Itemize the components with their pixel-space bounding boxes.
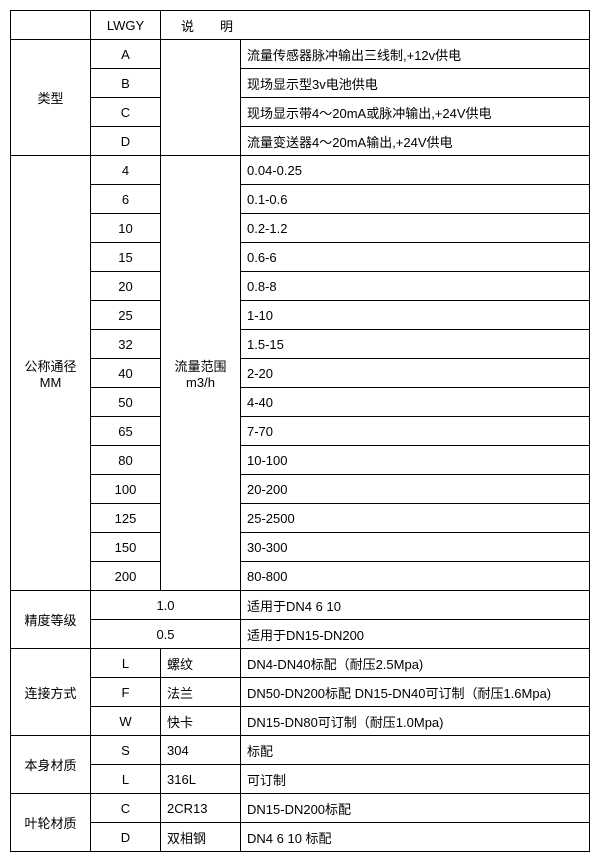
- accuracy-value: 0.5: [91, 620, 241, 649]
- connect-desc: DN15-DN80可订制（耐压1.0Mpa): [241, 707, 590, 736]
- type-code: B: [91, 69, 161, 98]
- impeller-mat-name: 2CR13: [161, 794, 241, 823]
- body-mat-label: 本身材质: [11, 736, 91, 794]
- type-label: 类型: [11, 40, 91, 156]
- connect-code: F: [91, 678, 161, 707]
- impeller-mat-label: 叶轮材质: [11, 794, 91, 852]
- diameter-code: 200: [91, 562, 161, 591]
- diameter-code: 15: [91, 243, 161, 272]
- impeller-mat-desc: DN15-DN200标配: [241, 794, 590, 823]
- body-mat-name: 316L: [161, 765, 241, 794]
- diameter-label: 公称通径 MM: [11, 156, 91, 591]
- diameter-range: 1.5-15: [241, 330, 590, 359]
- impeller-mat-desc: DN4 6 10 标配: [241, 823, 590, 852]
- diameter-code: 25: [91, 301, 161, 330]
- type-desc: 流量变送器4～20mA输出,+24V供电: [241, 127, 590, 156]
- diameter-range: 7-70: [241, 417, 590, 446]
- header-desc: 说明: [161, 11, 590, 40]
- type-desc: 现场显示带4～20mA或脉冲输出,+24V供电: [241, 98, 590, 127]
- diameter-range: 0.8-8: [241, 272, 590, 301]
- type-code: D: [91, 127, 161, 156]
- type-desc: 现场显示型3v电池供电: [241, 69, 590, 98]
- diameter-range: 0.1-0.6: [241, 185, 590, 214]
- impeller-mat-code: C: [91, 794, 161, 823]
- body-mat-code: S: [91, 736, 161, 765]
- diameter-range: 0.04-0.25: [241, 156, 590, 185]
- body-mat-desc: 可订制: [241, 765, 590, 794]
- connect-name: 法兰: [161, 678, 241, 707]
- diameter-code: 125: [91, 504, 161, 533]
- header-lwgy: LWGY: [91, 11, 161, 40]
- accuracy-value: 1.0: [91, 591, 241, 620]
- diameter-range: 80-800: [241, 562, 590, 591]
- diameter-range: 30-300: [241, 533, 590, 562]
- type-mid-blank: [161, 40, 241, 156]
- diameter-range: 0.6-6: [241, 243, 590, 272]
- connect-code: W: [91, 707, 161, 736]
- accuracy-apply: 适用于DN4 6 10: [241, 591, 590, 620]
- impeller-mat-name: 双相钢: [161, 823, 241, 852]
- diameter-range: 2-20: [241, 359, 590, 388]
- type-desc: 流量传感器脉冲输出三线制,+12v供电: [241, 40, 590, 69]
- diameter-range: 25-2500: [241, 504, 590, 533]
- type-code: A: [91, 40, 161, 69]
- diameter-range: 10-100: [241, 446, 590, 475]
- connect-desc: DN4-DN40标配（耐压2.5Mpa): [241, 649, 590, 678]
- connect-code: L: [91, 649, 161, 678]
- spec-table: LWGY说明类型A 流量传感器脉冲输出三线制,+12v供电 B 现场显示型3v电池供电…: [10, 10, 590, 852]
- diameter-range: 0.2-1.2: [241, 214, 590, 243]
- body-mat-desc: 标配: [241, 736, 590, 765]
- connect-name: 快卡: [161, 707, 241, 736]
- diameter-code: 32: [91, 330, 161, 359]
- header-blank: [11, 11, 91, 40]
- diameter-range: 1-10: [241, 301, 590, 330]
- accuracy-label: 精度等级: [11, 591, 91, 649]
- diameter-code: 100: [91, 475, 161, 504]
- diameter-code: 20: [91, 272, 161, 301]
- diameter-code: 10: [91, 214, 161, 243]
- diameter-code: 65: [91, 417, 161, 446]
- connect-label: 连接方式: [11, 649, 91, 736]
- accuracy-apply: 适用于DN15-DN200: [241, 620, 590, 649]
- diameter-code: 80: [91, 446, 161, 475]
- diameter-code: 150: [91, 533, 161, 562]
- diameter-code: 4: [91, 156, 161, 185]
- body-mat-name: 304: [161, 736, 241, 765]
- connect-desc: DN50-DN200标配 DN15-DN40可订制（耐压1.6Mpa): [241, 678, 590, 707]
- impeller-mat-code: D: [91, 823, 161, 852]
- body-mat-code: L: [91, 765, 161, 794]
- diameter-range: 4-40: [241, 388, 590, 417]
- diameter-code: 50: [91, 388, 161, 417]
- connect-name: 螺纹: [161, 649, 241, 678]
- range-label: 流量范围 m3/h: [161, 156, 241, 591]
- diameter-range: 20-200: [241, 475, 590, 504]
- diameter-code: 40: [91, 359, 161, 388]
- type-code: C: [91, 98, 161, 127]
- diameter-code: 6: [91, 185, 161, 214]
